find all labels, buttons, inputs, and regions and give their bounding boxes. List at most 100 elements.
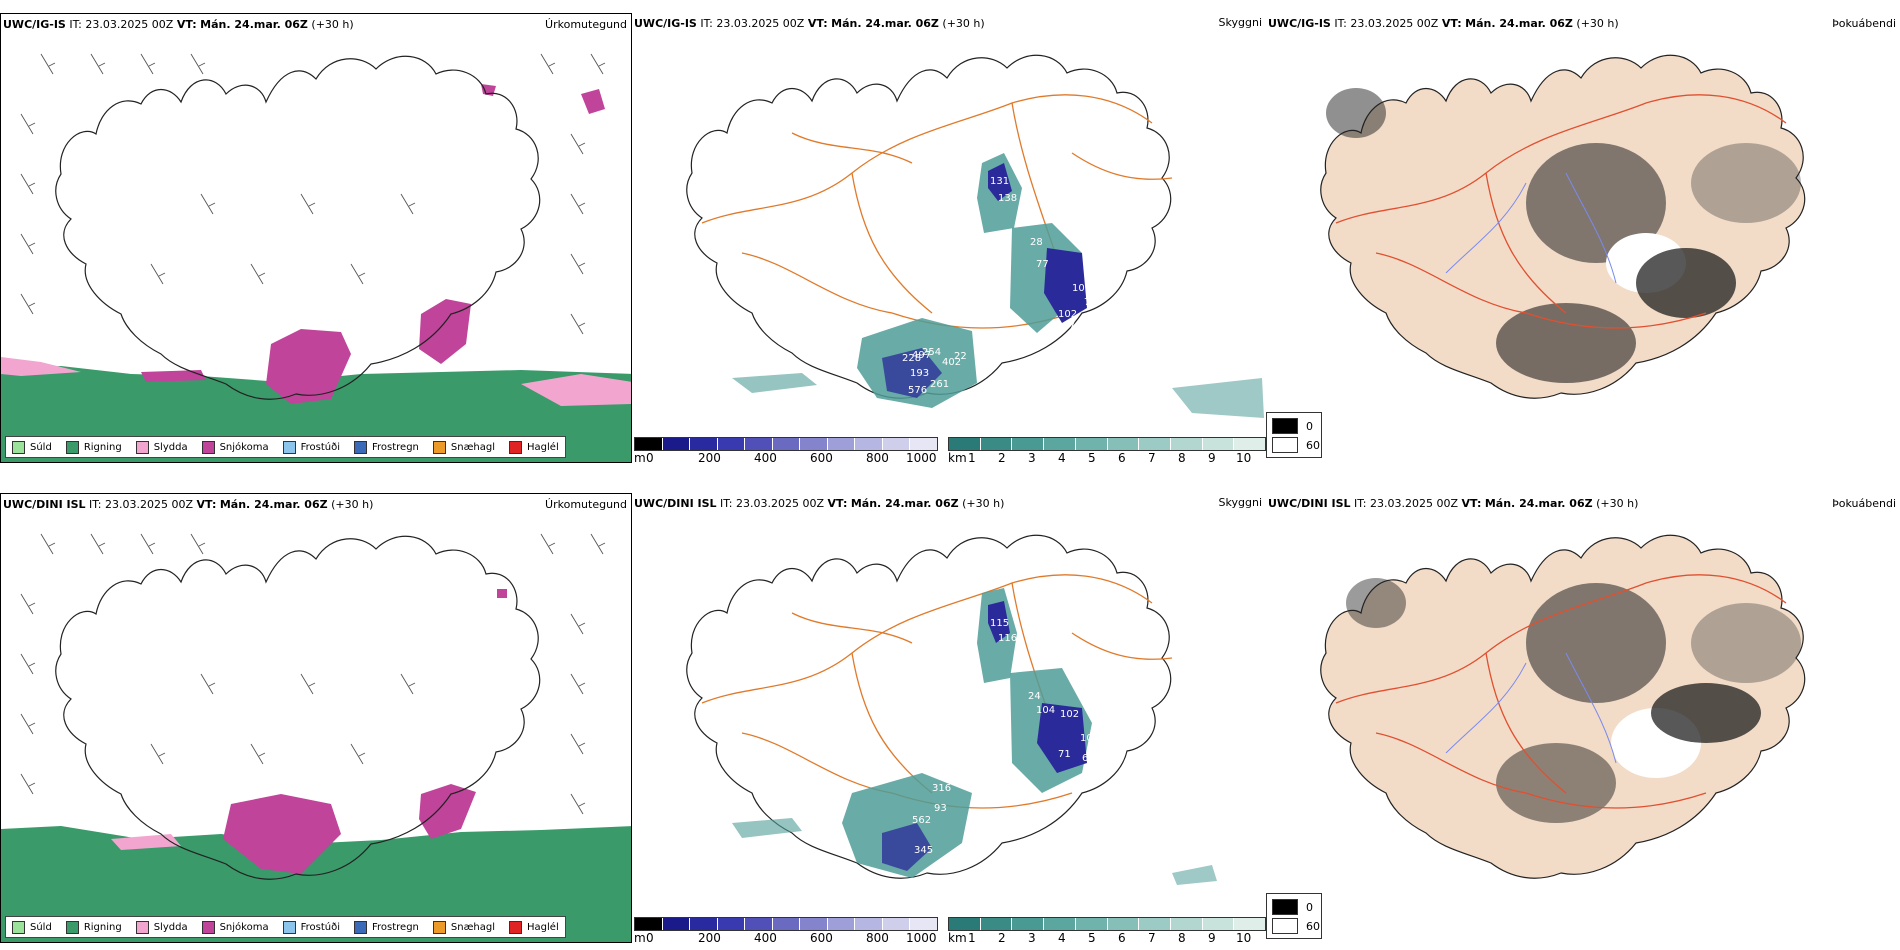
legend-item: Frostúði (282, 440, 340, 454)
legend-item: Snæhagl (432, 920, 495, 934)
legend-swatch (354, 440, 367, 454)
legend-label: Snjókoma (219, 441, 269, 453)
visibility-tick: 6 (1118, 931, 1126, 943)
snow-sw (141, 370, 206, 382)
vis-value-label: 254 (922, 347, 942, 358)
legend-swatch (65, 440, 79, 454)
ceiling-tick: 600 (810, 451, 833, 463)
legend-label: Frostúði (300, 921, 340, 933)
ceiling-color-segment (772, 438, 801, 450)
low-vis-sea-west (732, 818, 802, 838)
valid-time: Mán. 24.mar. 06Z (1465, 17, 1573, 30)
fog-legend-high-label: 0 (1306, 419, 1313, 433)
ceiling-tick: 1000 (906, 451, 937, 463)
vis-value-label: 24 (1028, 691, 1041, 702)
legend-swatch (354, 920, 367, 934)
ceiling-color-segment (827, 438, 856, 450)
model-name: UWC/IG-IS (3, 18, 66, 31)
panel-header: UWC/IG-IS IT: 23.03.2025 00Z VT: Mán. 24… (1266, 13, 1900, 35)
legend-label: Frostregn (372, 921, 419, 933)
visibility-tick: 3 (1028, 931, 1036, 943)
legend-label: Rigning (83, 441, 122, 453)
legend-swatch (432, 920, 446, 934)
visibility-tick: 8 (1178, 931, 1186, 943)
lead-time: (+30 h) (1596, 497, 1639, 510)
ceiling-unit: m (634, 451, 646, 463)
vis-value-label: 345 (914, 845, 934, 856)
road-network (701, 574, 1173, 809)
visibility-color-segment (1139, 438, 1171, 450)
wind-barbs (20, 53, 606, 335)
vis-value-label: 102 (1058, 309, 1078, 320)
low-vis-sea-east (1172, 378, 1264, 418)
precip-map-row1 (1, 53, 631, 462)
legend-label: Frostúði (300, 441, 340, 453)
snow-northeast (581, 89, 605, 114)
vis-value-label: 497 (912, 350, 932, 361)
lead-time: (+30 h) (962, 497, 1005, 510)
vis-value-label: 116 (998, 633, 1018, 644)
vis-value-label: 131 (990, 176, 1010, 187)
visibility-unit: km (948, 931, 967, 943)
sleet-band (111, 834, 181, 850)
legend-label: Slydda (153, 441, 188, 453)
legend-item: Rigning (65, 440, 122, 454)
fog-swatch-light (1272, 918, 1298, 934)
legend-item: Snjókoma (201, 440, 269, 454)
visibility-color-segment (1170, 438, 1203, 450)
precip-type-panel-row2: UWC/DINI ISL IT: 23.03.2025 00Z VT: Mán.… (0, 493, 632, 943)
legend-swatch (432, 440, 446, 454)
legend-label: Snæhagl (450, 441, 496, 453)
fog-swatch-light (1272, 437, 1298, 453)
legend-item: Súld (12, 920, 52, 934)
fog-road-network (1335, 94, 1787, 329)
visibility-color-segment (1107, 918, 1140, 930)
model-name: UWC/DINI ISL (3, 498, 86, 511)
precip-legend: Súld Rigning Slydda Snjókoma Frostúði Fr… (5, 436, 566, 458)
vis-value-label: 71 (1058, 749, 1071, 760)
ceiling-color-segment (855, 918, 883, 930)
run-label: IT: (89, 498, 102, 511)
legend-swatch (509, 440, 523, 454)
low-ceiling-south (882, 823, 932, 871)
ceiling-color-segment (690, 918, 718, 930)
legend-swatch (12, 440, 25, 454)
lead-time: (+30 h) (1576, 17, 1619, 30)
panel-header: UWC/DINI ISL IT: 23.03.2025 00Z VT: Mán.… (632, 493, 1266, 515)
legend-label: Frostregn (372, 441, 419, 453)
legend-swatch (65, 920, 79, 934)
valid-label: VT: (196, 498, 217, 511)
snow-south (266, 329, 351, 404)
fog-legend-high: 0 (1272, 899, 1313, 915)
valid-time: Mán. 24.mar. 06Z (219, 498, 328, 511)
legend-item: Frostregn (354, 440, 419, 454)
snow-southeast (419, 784, 476, 839)
low-ceiling-north (988, 163, 1012, 201)
visibility-tick: 2 (998, 451, 1006, 463)
legend-swatch (12, 920, 25, 934)
visibility-color-segment (1234, 918, 1266, 930)
ceiling-color-segment (800, 918, 828, 930)
fog-map-row2 (1320, 534, 1806, 879)
fog-legend-high: 0 (1272, 418, 1313, 434)
vis-value-label: 102 (1060, 709, 1080, 720)
legend-swatch (135, 440, 149, 454)
ceiling-color-segment (635, 438, 663, 450)
valid-label: VT: (1461, 497, 1482, 510)
panel-title: Skyggni (1218, 16, 1262, 29)
ceiling-tick: 400 (754, 451, 777, 463)
lead-time: (+30 h) (331, 498, 374, 511)
run-label: IT: (1354, 497, 1367, 510)
ceiling-color-segment (717, 918, 746, 930)
fog-legend-low-label: 60 (1306, 919, 1320, 933)
vis-value-label: 138 (998, 193, 1018, 204)
precip-type-panel-row1: UWC/IG-IS IT: 23.03.2025 00Z VT: Mán. 24… (0, 13, 632, 463)
valid-time: Mán. 24.mar. 06Z (850, 497, 959, 510)
vis-value-label: 107 (1056, 321, 1076, 332)
legend-item: Haglél (509, 440, 559, 454)
visibility-map-row2 (686, 534, 1217, 885)
panel-header: UWC/IG-IS IT: 23.03.2025 00Z VT: Mán. 24… (1, 14, 631, 36)
ceiling-unit: m (634, 931, 646, 943)
visibility-color-segment (949, 918, 981, 930)
ceiling-color-segment (745, 918, 773, 930)
